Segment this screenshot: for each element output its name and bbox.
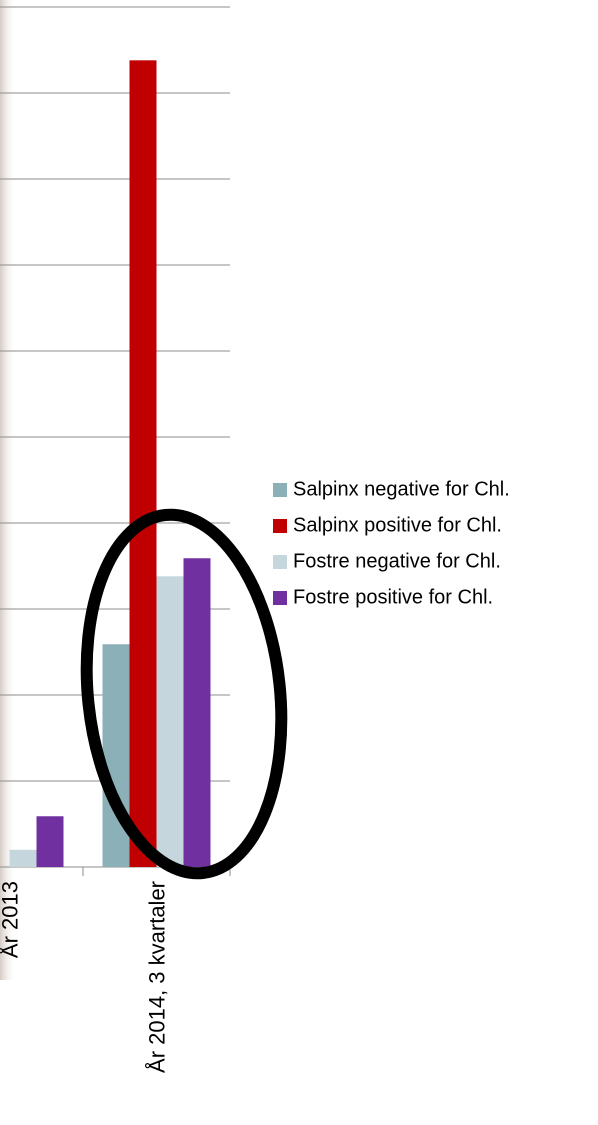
background-photo-edge [0, 0, 16, 980]
bar [102, 644, 130, 867]
bar [129, 60, 157, 867]
legend-label: Salpinx positive for Chl. [293, 514, 502, 536]
legend-swatch [273, 555, 287, 569]
bar [9, 849, 37, 867]
bar [183, 558, 211, 867]
x-tick-label: År 2014, 3 kvartaler [144, 881, 169, 1073]
legend: Salpinx negative for Chl. Salpinx positiv… [273, 478, 510, 608]
legend-swatch [273, 519, 287, 533]
bar [156, 576, 184, 867]
legend-label: Fostre positive for Chl. [293, 586, 493, 608]
x-tick-label: År 2013 [0, 881, 22, 958]
plot-area [0, 6, 231, 876]
legend-swatch [273, 591, 287, 605]
legend-label: Salpinx negative for Chl. [293, 478, 510, 500]
legend-label: Fostre negative for Chl. [293, 550, 501, 572]
highlight-ellipse [80, 508, 288, 880]
legend-swatch [273, 483, 287, 497]
bar [36, 816, 64, 867]
